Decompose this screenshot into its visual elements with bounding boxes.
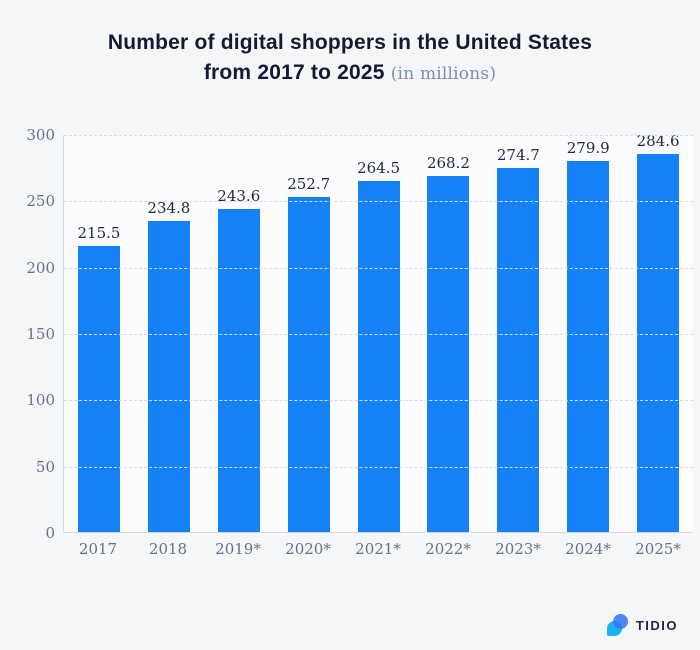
y-tick-label-50: 50 (35, 457, 55, 476)
gridline-150 (64, 334, 693, 335)
bar-slot-2018: 234.8 (134, 135, 204, 532)
x-tick-label-2018: 2018 (148, 540, 188, 558)
tidio-logo: TIDIO (606, 614, 678, 636)
y-tick-label-100: 100 (26, 391, 55, 410)
value-label-2025*: 284.6 (636, 132, 680, 151)
bar-2019* (217, 208, 260, 532)
bar-slot-2023*: 274.7 (483, 135, 553, 532)
bar-slot-2024*: 279.9 (553, 135, 623, 532)
tidio-logo-text: TIDIO (635, 617, 678, 633)
bar-2020* (287, 196, 330, 532)
x-tick-label-2024*: 2024* (565, 540, 611, 558)
bar-slot-2022*: 268.2 (413, 135, 483, 532)
x-tick-label-2017: 2017 (78, 540, 118, 558)
x-axis-labels: 2017 2018 2019* 2020* 2021* 2022* 2023* 2024* 20… (63, 540, 693, 558)
plot-area: 215.5 234.8 243.6 252.7 264.5 268.2 274.7 279.9… (63, 132, 693, 533)
bar-slot-2020*: 252.7 (274, 135, 344, 532)
gridline-100 (64, 400, 693, 402)
tidio-logo-icon (606, 614, 629, 636)
y-tick-label-250: 250 (26, 192, 55, 211)
x-tick-label-2019*: 2019* (215, 540, 261, 558)
chart-title-line2-text: from 2017 to 2025 (203, 61, 385, 84)
x-tick-label-2022*: 2022* (425, 540, 471, 558)
gridline-250 (64, 201, 693, 203)
bar-slot-2019*: 243.6 (204, 135, 274, 532)
bar-slot-2025*: 284.6 (623, 132, 693, 532)
bar-2021* (357, 181, 400, 532)
y-tick-label-0: 0 (45, 524, 55, 542)
bar-2017 (78, 246, 120, 532)
gridline-50 (64, 466, 693, 468)
bar-2022* (427, 176, 470, 532)
y-tick-label-200: 200 (26, 258, 55, 277)
chart-title-line2: from 2017 to 2025 (in millions) (0, 58, 700, 89)
chart-title-line1: Number of digital shoppers in the United… (107, 31, 593, 54)
bar-slot-2017: 215.5 (64, 135, 134, 532)
y-tick-label-300: 300 (26, 126, 55, 144)
chart-title: Number of digital shoppers in the United… (0, 28, 700, 89)
bar-2024* (567, 160, 610, 532)
bar-slot-2021*: 264.5 (344, 135, 414, 532)
y-axis-labels: 0 50 100 150 200 250 300 (0, 126, 55, 542)
value-label-2021*: 264.5 (357, 159, 401, 178)
gridline-200 (64, 267, 693, 269)
value-label-2019*: 243.6 (217, 186, 261, 205)
x-tick-label-2020*: 2020* (285, 540, 331, 558)
value-label-2023*: 274.7 (496, 145, 540, 164)
value-label-2017: 215.5 (77, 224, 121, 243)
value-label-2020*: 252.7 (287, 174, 331, 193)
y-tick-label-150: 150 (26, 325, 55, 343)
bar-2025* (637, 154, 680, 532)
logo-bubble-shape (612, 614, 628, 629)
bar-series: 215.5 234.8 243.6 252.7 264.5 268.2 274.7 279.9… (64, 132, 693, 532)
value-label-2022*: 268.2 (426, 154, 470, 173)
value-label-2018: 234.8 (147, 198, 191, 217)
x-tick-label-2025*: 2025* (635, 540, 681, 558)
gridline-300 (64, 135, 693, 136)
bar-2023* (497, 167, 540, 532)
bar-2018 (147, 220, 190, 532)
chart-subtitle: (in millions) (390, 64, 497, 84)
value-label-2024*: 279.9 (566, 138, 610, 157)
x-tick-label-2023*: 2023* (495, 540, 541, 558)
x-tick-label-2021*: 2021* (355, 540, 401, 558)
